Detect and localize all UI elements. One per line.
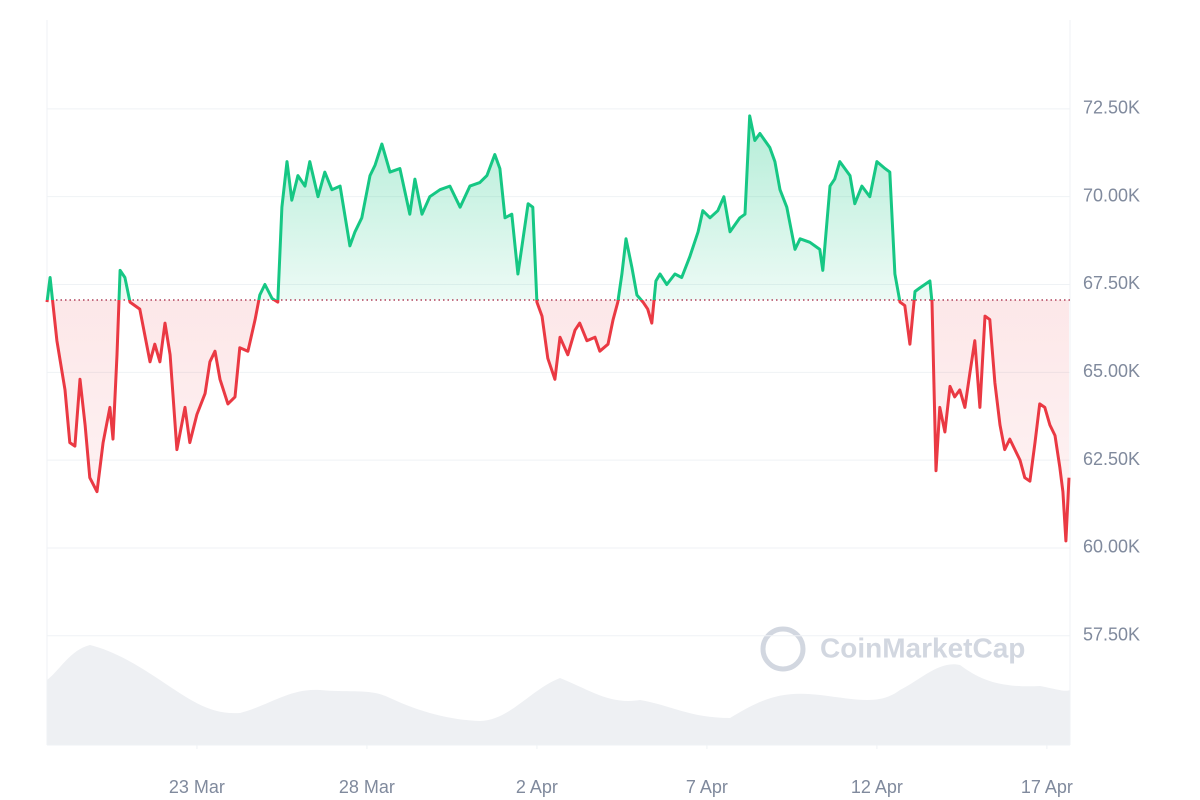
y-tick-label: 67.50K [1083,273,1140,293]
y-tick-label: 70.00K [1083,185,1140,205]
x-tick-label: 2 Apr [516,777,558,797]
y-tick-label: 72.50K [1083,98,1140,118]
y-tick-label: 60.00K [1083,537,1140,557]
x-tick-label: 23 Mar [169,777,225,797]
y-tick-label: 57.50K [1083,625,1140,645]
watermark-logo [760,626,806,672]
volume-area [47,645,1070,745]
y-tick-label: 62.50K [1083,449,1140,469]
x-tick-label: 12 Apr [851,777,903,797]
price-line [45,114,1071,543]
area-fill [47,115,1069,541]
x-tick-label: 28 Mar [339,777,395,797]
x-tick-label: 17 Apr [1021,777,1073,797]
y-tick-label: 65.00K [1083,361,1140,381]
watermark-text: CoinMarketCap [820,632,1025,663]
x-tick-label: 7 Apr [686,777,728,797]
watermark: CoinMarketCap [760,626,1025,672]
